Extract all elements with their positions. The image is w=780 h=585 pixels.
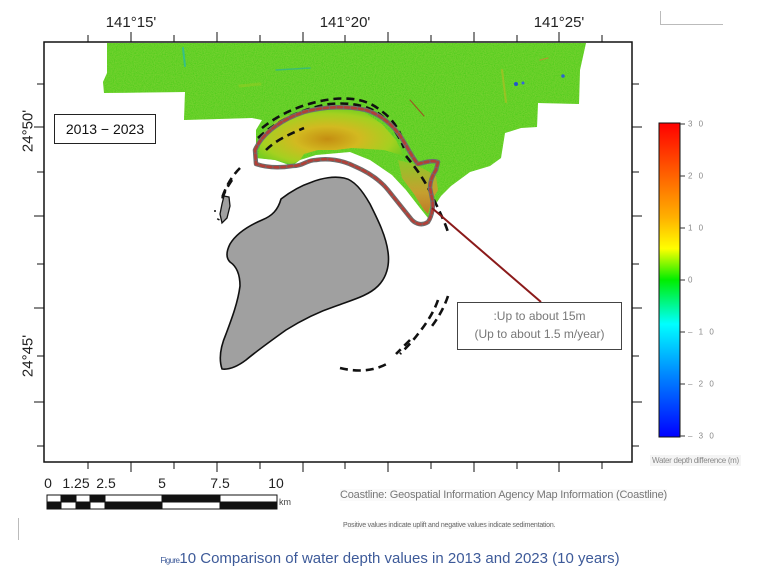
uplift-shoal bbox=[258, 106, 412, 166]
scale-label: 1.25 bbox=[62, 475, 90, 491]
uplift-tip bbox=[398, 160, 438, 214]
annotation-line-1: :Up to about 15m bbox=[493, 309, 586, 323]
survey-detail-streaks bbox=[182, 47, 565, 117]
scale-bar bbox=[46, 494, 278, 510]
period-label-box: 2013 − 2023 bbox=[54, 114, 156, 144]
islet-dot bbox=[214, 210, 216, 212]
colorbar-ticks bbox=[680, 123, 685, 437]
colorbar-tick-label: – 1 0 bbox=[688, 327, 716, 337]
colorbar bbox=[658, 122, 681, 438]
longitude-label: 141°15' bbox=[105, 14, 157, 31]
scale-label: 7.5 bbox=[210, 475, 230, 491]
annotation-box: :Up to about 15m (Up to about 1.5 m/year… bbox=[457, 302, 622, 350]
colorbar-tick-label: 1 0 bbox=[688, 223, 706, 233]
islet bbox=[219, 195, 231, 225]
figure-caption: Figure10 Comparison of water depth value… bbox=[0, 550, 780, 567]
scale-unit: km bbox=[279, 497, 291, 507]
figure-prefix: Figure bbox=[160, 556, 180, 565]
colorbar-tick-label: – 3 0 bbox=[688, 431, 716, 441]
leader-line bbox=[431, 207, 542, 303]
period-label: 2013 − 2023 bbox=[65, 121, 145, 137]
scale-label: 2.5 bbox=[96, 475, 116, 491]
sign-convention-note: Positive values indicate uplift and nega… bbox=[343, 522, 556, 529]
frame-ticks bbox=[34, 32, 642, 472]
longitude-label: 141°25' bbox=[533, 14, 585, 31]
colorbar-tick-label: 2 0 bbox=[688, 171, 706, 181]
scale-label: 0 bbox=[44, 475, 52, 491]
coastline-credit: Coastline: Geospatial Information Agency… bbox=[340, 489, 667, 501]
annotation-line-2: (Up to about 1.5 m/year) bbox=[474, 327, 605, 341]
figure-caption-text: 10 Comparison of water depth values in 2… bbox=[179, 550, 620, 567]
colorbar-tick-label: – 2 0 bbox=[688, 379, 716, 389]
colorbar-title: Water depth difference (m) bbox=[650, 455, 741, 466]
corner-mark bbox=[18, 518, 19, 540]
island bbox=[219, 176, 390, 370]
colorbar-tick-label: 0 bbox=[688, 275, 695, 285]
scale-label: 5 bbox=[158, 475, 166, 491]
dashed-contour-lines bbox=[216, 97, 450, 372]
longitude-label: 141°20' bbox=[319, 14, 371, 31]
scale-label: 10 bbox=[268, 475, 284, 491]
corner-mark bbox=[660, 11, 723, 25]
colorbar-tick-label: 3 0 bbox=[688, 119, 706, 129]
